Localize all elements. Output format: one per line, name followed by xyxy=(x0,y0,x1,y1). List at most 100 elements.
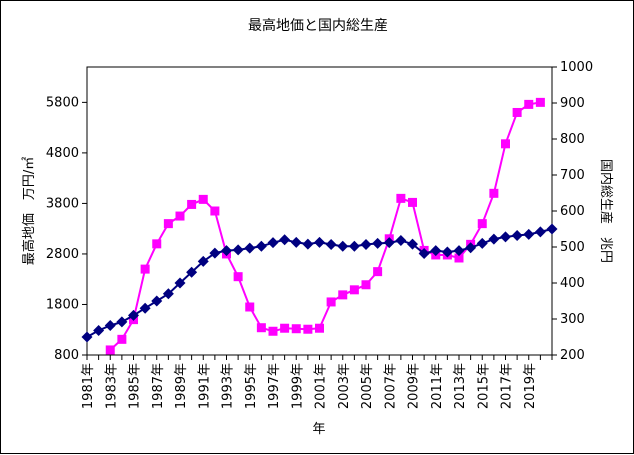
x-tick-label: 2011年 xyxy=(430,363,445,409)
data-point-square xyxy=(268,326,278,336)
data-point-diamond xyxy=(302,238,314,250)
data-point-diamond xyxy=(93,325,105,337)
y-axis-right-label: 国内総生産 兆円 xyxy=(598,159,614,263)
y-right-tick-label: 200 xyxy=(560,348,585,363)
x-tick-label: 1987年 xyxy=(151,363,166,409)
y-right-tick-label: 500 xyxy=(560,240,585,255)
x-tick-label: 1995年 xyxy=(244,363,259,409)
data-point-diamond xyxy=(209,247,221,259)
series-right xyxy=(81,223,558,343)
x-tick-label: 2013年 xyxy=(453,363,468,409)
x-axis-label: 年 xyxy=(312,422,325,437)
x-tick-label: 1985年 xyxy=(128,363,143,409)
data-point-diamond xyxy=(534,226,546,238)
y-right-tick-label: 1000 xyxy=(560,60,593,75)
data-point-square xyxy=(501,139,510,149)
y-right-tick-label: 300 xyxy=(560,312,585,327)
x-tick-label: 2017年 xyxy=(500,363,515,409)
data-point-diamond xyxy=(360,238,372,250)
x-tick-label: 1983年 xyxy=(104,363,119,409)
y-axis-left-label: 最高地価 万円/㎡ xyxy=(21,157,37,265)
data-point-square xyxy=(303,324,313,334)
data-point-square xyxy=(117,334,127,344)
data-point-diamond xyxy=(511,229,523,241)
data-point-diamond xyxy=(314,236,325,248)
x-tick-label: 1989年 xyxy=(174,363,189,409)
data-point-square xyxy=(163,219,173,229)
data-point-diamond xyxy=(267,237,279,249)
y-left-tick-label: 5800 xyxy=(46,95,79,110)
y-left-tick-label: 4800 xyxy=(46,146,79,161)
data-point-square xyxy=(256,323,266,333)
y-right-tick-label: 800 xyxy=(560,132,585,147)
data-point-square xyxy=(152,239,162,249)
data-point-square xyxy=(349,285,359,295)
x-tick-label: 2003年 xyxy=(337,363,352,409)
x-tick-label: 2005年 xyxy=(360,363,375,409)
y-right-tick-label: 700 xyxy=(560,168,585,183)
data-point-diamond xyxy=(279,234,291,246)
data-point-square xyxy=(535,97,545,107)
x-tick-label: 2007年 xyxy=(383,363,398,409)
data-point-diamond xyxy=(290,236,302,248)
data-point-diamond xyxy=(453,245,465,257)
data-point-square xyxy=(140,264,150,274)
data-point-diamond xyxy=(523,228,535,240)
data-point-diamond xyxy=(186,266,198,278)
data-point-square xyxy=(245,302,255,312)
x-tick-label: 2015年 xyxy=(476,363,491,409)
data-point-diamond xyxy=(383,237,395,249)
data-point-diamond xyxy=(221,245,232,257)
data-point-diamond xyxy=(81,331,93,343)
x-tick-label: 1993年 xyxy=(221,363,236,409)
data-point-diamond xyxy=(197,255,209,267)
data-point-square xyxy=(512,107,522,117)
data-point-square xyxy=(210,206,220,216)
data-point-square xyxy=(187,199,197,209)
x-tick-label: 1997年 xyxy=(267,363,282,409)
data-point-square xyxy=(105,345,115,355)
data-point-square xyxy=(338,290,348,300)
x-tick-label: 1981年 xyxy=(81,363,96,409)
data-point-diamond xyxy=(395,235,407,247)
data-point-diamond xyxy=(372,237,384,249)
data-point-square xyxy=(291,324,301,334)
data-point-diamond xyxy=(348,240,360,252)
data-point-diamond xyxy=(465,242,477,254)
x-tick-label: 1999年 xyxy=(290,363,305,409)
data-point-square xyxy=(280,323,290,333)
y-right-tick-label: 400 xyxy=(560,276,585,291)
y-left-tick-label: 800 xyxy=(54,348,79,363)
data-point-square xyxy=(361,280,371,290)
data-point-square xyxy=(396,193,406,203)
data-point-diamond xyxy=(325,238,337,250)
data-point-diamond xyxy=(418,247,430,259)
data-point-diamond xyxy=(244,242,256,254)
y-right-tick-label: 600 xyxy=(560,204,585,219)
data-point-square xyxy=(315,323,324,333)
x-tick-label: 2001年 xyxy=(314,363,329,409)
data-point-square xyxy=(454,253,464,263)
chart-title: 最高地価と国内総生産 xyxy=(248,17,388,34)
data-point-square xyxy=(175,211,185,221)
data-point-diamond xyxy=(441,246,453,258)
data-point-diamond xyxy=(407,238,418,250)
data-point-square xyxy=(373,267,383,277)
data-point-diamond xyxy=(546,223,558,235)
data-point-diamond xyxy=(139,302,151,314)
data-point-square xyxy=(233,272,243,282)
data-point-diamond xyxy=(337,240,349,252)
data-point-diamond xyxy=(488,233,500,245)
data-point-diamond xyxy=(162,288,174,300)
data-point-square xyxy=(198,194,208,204)
y-right-tick-label: 900 xyxy=(560,96,585,111)
x-tick-label: 2009年 xyxy=(407,363,422,409)
data-point-diamond xyxy=(174,277,186,289)
data-point-diamond xyxy=(232,244,244,256)
data-point-square xyxy=(477,219,487,229)
data-point-diamond xyxy=(104,319,116,331)
data-point-diamond xyxy=(128,309,139,321)
data-point-diamond xyxy=(476,237,488,249)
